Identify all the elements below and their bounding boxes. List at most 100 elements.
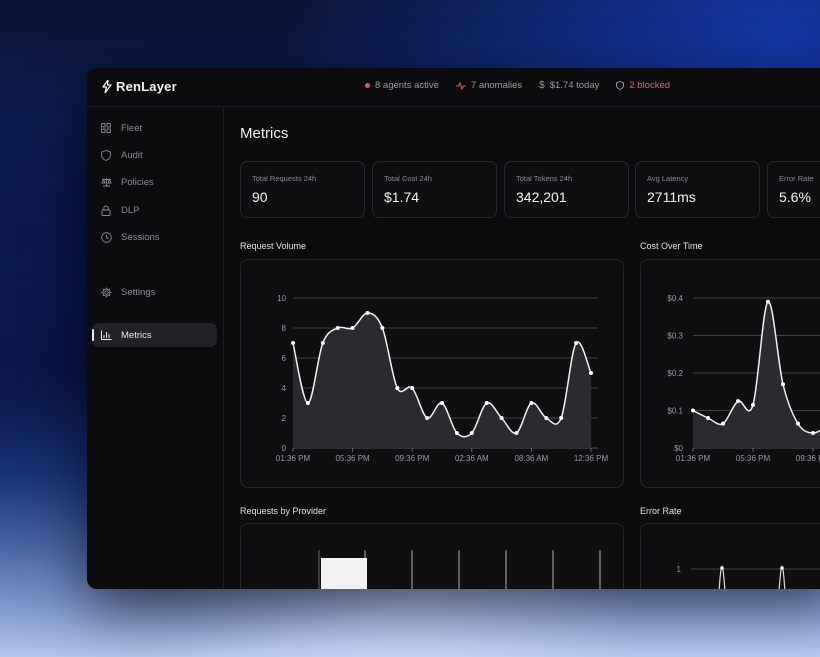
y-tick-label: 2 [282,414,287,423]
series-line [692,300,820,434]
data-point [410,386,415,390]
app-window: RenLayer 8 agents active 7 anomalies $ $… [87,68,820,589]
x-tick-label: 01:36 PM [276,454,311,463]
x-tick-label: 09:36 PM [395,454,430,463]
y-tick-label: $0 [674,444,683,453]
y-tick-label: 10 [277,294,286,303]
series-line [778,565,786,589]
app-logo[interactable]: RenLayer [102,79,177,94]
y-tick-label: 8 [282,324,287,333]
blocked-status-text: 2 blocked [629,80,671,91]
data-point [335,326,340,330]
x-tick-label: 02:36 AM [455,454,489,463]
section-title-cost-over-time: Cost Over Time [640,241,703,251]
data-point [811,431,815,435]
stat-card-latency: Avg Latency 2711ms [635,161,760,218]
cost-status: $ $1.74 today [539,80,599,91]
sidebar: Fleet Audit Policies DLP Sessions Metric… [87,106,224,589]
data-point [320,341,325,345]
sidebar-item-label: Fleet [121,122,143,134]
request-volume-chart: 0 2 4 6 8 10 01:36 PM 05:36 PM 09:36 PM 02:36 AM 0… [276,294,609,463]
agents-status: 8 agents active [365,80,439,91]
stat-label: Avg Latency [647,174,689,183]
anomalies-status-text: 7 anomalies [470,80,523,91]
data-point [796,421,800,426]
x-tick-label: 05:36 PM [736,454,771,463]
area-fill [293,313,591,448]
data-point [781,382,785,387]
data-point [484,401,489,405]
data-point [544,416,549,420]
sidebar-item-label: Settings [121,286,156,298]
agents-status-text: 8 agents active [375,80,439,91]
sidebar-item-policies[interactable]: Policies [92,170,217,194]
stat-label: Total Requests 24h [252,174,317,183]
data-point [291,341,295,345]
sidebar-item-sessions[interactable]: Sessions [92,225,217,249]
section-title-request-volume: Request Volume [240,241,307,251]
shield-icon [616,81,625,90]
y-tick-label: 1 [677,565,682,574]
sidebar-item-metrics[interactable]: Metrics [92,323,217,347]
data-point [780,566,784,570]
bar-chart-icon [100,329,112,341]
error-rate-panel: 1 [640,523,820,589]
gear-icon [100,286,112,298]
data-point [589,371,593,375]
sidebar-item-audit[interactable]: Audit [92,143,217,167]
stat-label: Total Cost 24h [384,174,432,183]
area-fill [693,301,820,448]
y-tick-label: 6 [282,354,287,363]
data-point [766,299,770,304]
requests-by-provider-chart: google_gemini [318,550,601,589]
data-point [380,326,385,330]
stat-card-cost: Total Cost 24h $1.74 [372,161,497,218]
x-tick-label: 05:36 PM [335,454,370,463]
stat-card-requests: Total Requests 24h 90 [240,161,365,218]
sidebar-item-fleet[interactable]: Fleet [92,116,217,140]
sidebar-item-label: DLP [121,204,140,216]
page-title: Metrics [240,125,289,142]
anomalies-status[interactable]: 7 anomalies [455,80,523,91]
data-point [514,431,519,435]
sidebar-item-settings[interactable]: Settings [92,280,217,304]
stat-card-tokens: Total Tokens 24h 342,201 [504,161,629,218]
section-title-error-rate: Error Rate [640,506,682,516]
cost-over-time-panel: $0 $0.1 $0.2 $0.3 $0.4 01:36 PM 05:36 PM 09:36 … [640,259,820,488]
status-dot-icon [365,83,370,88]
dollar-icon: $ [539,80,545,91]
blocked-status[interactable]: 2 blocked [616,80,670,91]
y-tick-label: $0.4 [667,294,683,303]
data-point [720,566,724,570]
logo-icon [102,80,112,93]
sidebar-item-dlp[interactable]: DLP [92,198,217,222]
request-volume-panel: 0 2 4 6 8 10 01:36 PM 05:36 PM 09:36 PM 02:36 AM 0… [240,259,624,488]
sidebar-item-label: Policies [121,176,154,188]
y-tick-label: $0.2 [667,369,683,378]
data-point [305,401,310,405]
bar [321,558,367,589]
stat-value: 5.6% [779,189,811,205]
scale-icon [100,176,112,188]
main-content: Metrics Total Requests 24h 90 Total Cost… [224,106,820,589]
stat-value: 2711ms [647,189,696,205]
data-point [721,421,725,426]
x-tick-label: 12:36 PM [574,454,609,463]
sidebar-item-label: Metrics [121,329,152,341]
data-point [469,431,474,435]
activity-icon [455,81,466,90]
data-point [691,408,695,413]
data-point [559,416,564,420]
error-rate-chart: 1 [677,565,820,589]
x-tick-label: 09:36 PM [796,454,820,463]
y-tick-label: $0.3 [667,332,683,341]
requests-by-provider-panel: google_gemini [240,523,624,589]
sidebar-item-label: Sessions [121,231,160,243]
stat-label: Error Rate [779,174,814,183]
stat-label: Total Tokens 24h [516,174,573,183]
sidebar-item-label: Audit [121,149,143,161]
top-bar: RenLayer 8 agents active 7 anomalies $ $… [87,68,820,107]
data-point [350,326,355,330]
y-tick-label: $0.1 [667,407,683,416]
stat-value: 342,201 [516,189,567,205]
